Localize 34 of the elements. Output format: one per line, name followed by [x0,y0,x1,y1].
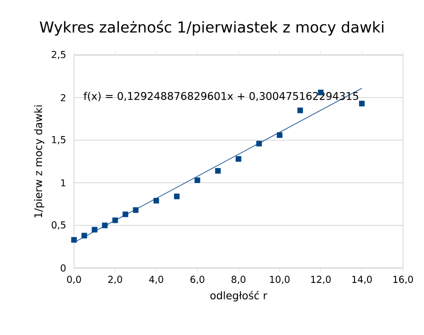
point [215,168,221,174]
x-tick-label: 14,0 [352,276,372,284]
y-tick-label: 0,5 [52,221,66,230]
point [174,194,180,200]
y-tick-label: 0 [60,264,66,272]
x-axis-title: odległość r [210,290,268,302]
point [112,217,118,224]
point [194,177,200,184]
x-tick-label: 10,0 [270,276,290,284]
y-axis-title: 1/pierw z mocy dawki [34,105,44,218]
y-tick-label: 2,5 [52,50,66,60]
point [153,198,160,204]
point [122,212,128,218]
x-tick-label: 12,0 [311,276,331,284]
point [102,222,108,228]
point [297,108,303,114]
point [276,132,282,138]
point [92,226,98,232]
y-tick-label: 1,5 [52,136,66,144]
point [132,207,138,213]
x-tick-label: 2,0 [108,276,122,284]
x-tick-label: 4,0 [149,276,164,284]
x-tick-label: 0,0 [67,276,81,284]
point [81,232,88,238]
chart-title: Wykres zależnośc 1/pierwiastek z mocy dawki [40,20,384,36]
x-tick-label: 16,0 [393,276,413,284]
y-tick-label: 2 [60,94,66,102]
x-tick-label: 6,0 [190,276,204,284]
y-tick-label: 1 [61,179,66,186]
point [359,100,365,106]
x-tick-label: 8,0 [232,276,246,284]
point [71,237,77,243]
point [236,156,242,162]
point [256,140,262,146]
